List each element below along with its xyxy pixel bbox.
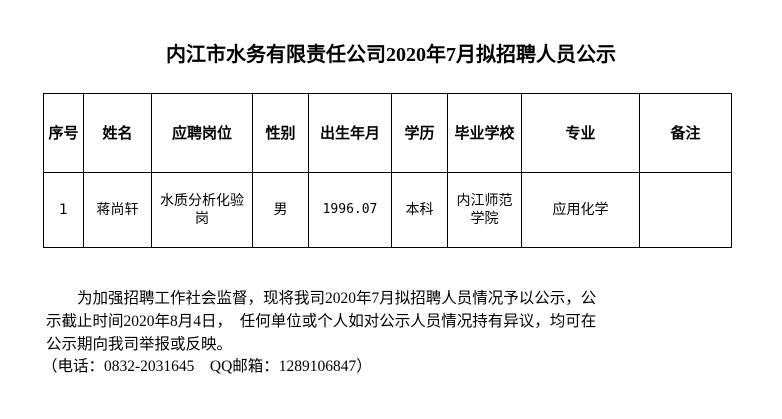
cell-birth: 1996.07	[308, 172, 392, 248]
cell-gender: 男	[252, 172, 309, 248]
cell-education: 本科	[391, 172, 448, 248]
header-cell: 专业	[521, 93, 640, 173]
cell-school: 内江师范学院	[447, 172, 522, 248]
page-title: 内江市水务有限责任公司2020年7月拟招聘人员公示	[166, 44, 616, 66]
cell-remark	[639, 172, 732, 248]
notice-line: 为加强招聘工作社会监督，现将我司2020年7月拟招聘人员情况予以公示，公	[46, 290, 597, 307]
table-row: 1 蒋尚轩 水质分析化验岗 男 1996.07 本科 内江师范学院 应用化学	[43, 172, 732, 248]
cell-name: 蒋尚轩	[83, 172, 152, 248]
header-cell: 性别	[252, 93, 309, 173]
contact-line: （电话：0832-2031645 QQ邮箱：1289106847）	[42, 358, 372, 375]
cell-index: 1	[43, 172, 84, 248]
table-header-row: 序号 姓名 应聘岗位 性别 出生年月 学历 毕业学校 专业 备注	[43, 93, 732, 173]
notice-line: 公示期向我司举报或反映。	[46, 336, 233, 353]
notice-line: 示截止时间2020年8月4日， 任何单位或个人如对公示人员情况持有异议，均可在	[46, 313, 597, 330]
cell-major: 应用化学	[521, 172, 640, 248]
header-cell: 应聘岗位	[151, 93, 253, 173]
header-cell: 序号	[43, 93, 84, 173]
header-cell: 学历	[391, 93, 448, 173]
cell-position: 水质分析化验岗	[151, 172, 253, 248]
candidate-table: 序号 姓名 应聘岗位 性别 出生年月 学历 毕业学校 专业 备注 1 蒋尚轩 水…	[43, 93, 732, 248]
header-cell: 备注	[639, 93, 732, 173]
header-cell: 姓名	[83, 93, 152, 173]
header-cell: 出生年月	[308, 93, 392, 173]
header-cell: 毕业学校	[447, 93, 522, 173]
